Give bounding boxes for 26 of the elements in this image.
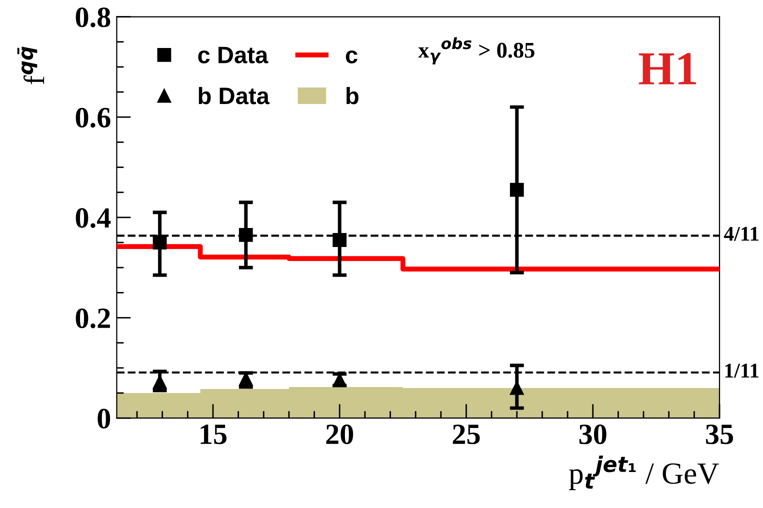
x-tick-label: 15 xyxy=(200,424,226,444)
point xyxy=(152,375,167,389)
y-tick-label: 0 xyxy=(98,408,110,428)
legend-label: b xyxy=(346,86,358,104)
legend-label: c xyxy=(346,50,358,64)
annotation: H1 xyxy=(638,53,696,84)
y-tick-label: 0.4 xyxy=(76,208,111,228)
y-axis-title: f$^{qq̄}$ xyxy=(17,46,44,84)
annotation: x$_{γ}$$^{obs}$ > 0.85 xyxy=(418,37,534,64)
point xyxy=(332,233,347,247)
y-tick-label: 0.8 xyxy=(76,7,110,28)
y-tick-label: 0.2 xyxy=(76,308,110,328)
point xyxy=(510,182,524,197)
y-tick-label: 0.6 xyxy=(76,108,110,128)
x-tick-label: 30 xyxy=(579,424,606,444)
legend-label: b Data xyxy=(198,86,270,104)
x-tick-label: 20 xyxy=(326,424,354,444)
x-axis-title: p$_{t}$$^{jet₁}$ / GeV xyxy=(569,456,719,490)
x-tick-label: 35 xyxy=(706,424,734,444)
x-tick-label: 25 xyxy=(452,424,480,444)
point xyxy=(510,381,524,395)
point xyxy=(238,228,253,242)
legend-label: c Data xyxy=(198,46,268,64)
point xyxy=(152,236,167,250)
annotation: 4/11 xyxy=(724,226,758,241)
annotation: 1/11 xyxy=(725,364,758,378)
